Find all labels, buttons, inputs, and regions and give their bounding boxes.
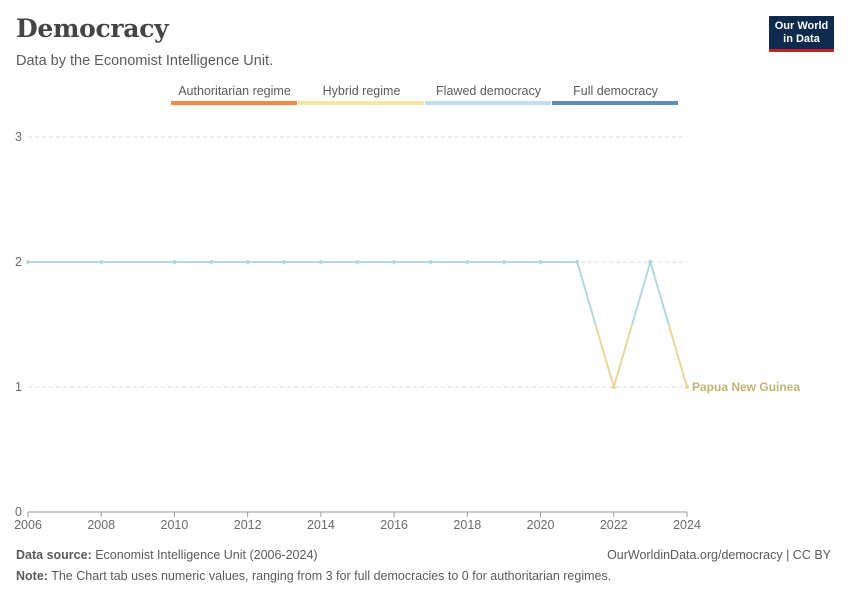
data-source-label: Data source:	[16, 548, 92, 562]
y-tick-label-2: 2	[15, 255, 22, 269]
data-source-text[interactable]: Economist Intelligence Unit (2006-2024)	[95, 548, 318, 562]
data-point-2019[interactable]	[501, 260, 506, 264]
legend-bar-2[interactable]	[425, 101, 551, 105]
chart-subtitle: Data by the Economist Intelligence Unit.	[16, 53, 274, 69]
axes: 0 1 2 3 2006 2008 2010 2012 2014 2016 2018 2020 2022…	[14, 130, 701, 532]
x-tick-label-3: 2012	[234, 518, 262, 532]
chart-title: Democracy	[16, 14, 169, 43]
owid-logo[interactable]: Our World in Data	[769, 16, 834, 52]
series-end-label: Papua New Guinea	[692, 380, 800, 394]
legend-bar-0[interactable]	[171, 101, 297, 105]
legend-label-1[interactable]: Hybrid regime	[323, 84, 401, 98]
legend-label-3[interactable]: Full democracy	[573, 84, 658, 98]
legend-label-2[interactable]: Flawed democracy	[436, 84, 542, 98]
y-tick-label-3: 3	[15, 130, 22, 144]
series-points[interactable]	[26, 260, 689, 389]
x-tick-label-6: 2018	[453, 518, 481, 532]
series-line-segment-14a[interactable]	[612, 324, 634, 388]
series-line-segment-14b[interactable]	[631, 261, 652, 325]
y-tick-label-1: 1	[15, 380, 22, 394]
legend-label-0[interactable]: Authoritarian regime	[178, 84, 291, 98]
data-point-2020[interactable]	[538, 260, 543, 264]
legend-bar-3[interactable]	[552, 101, 678, 105]
x-tick-label-7: 2020	[527, 518, 555, 532]
data-point-2010[interactable]	[172, 260, 177, 264]
x-tick-label-5: 2016	[380, 518, 408, 532]
x-tick-label-8: 2022	[600, 518, 628, 532]
data-point-2023[interactable]	[648, 260, 653, 264]
data-point-2015[interactable]	[355, 260, 360, 264]
series-line-segment-13b[interactable]	[594, 324, 615, 388]
logo-line-2: in Data	[783, 33, 820, 45]
series-labels: Papua New Guinea	[692, 380, 800, 394]
data-point-2011[interactable]	[209, 260, 214, 264]
x-tick-label-2: 2010	[161, 518, 189, 532]
data-point-2014[interactable]	[318, 260, 323, 264]
series-line-segment-15b[interactable]	[667, 324, 688, 388]
x-tick-label-0: 2006	[14, 518, 42, 532]
data-point-2024[interactable]	[685, 385, 689, 389]
chart-note: Note: The Chart tab uses numeric values,…	[16, 569, 611, 583]
data-point-2008[interactable]	[99, 260, 104, 264]
x-tick-label-1: 2008	[87, 518, 115, 532]
legend[interactable]: Authoritarian regime Hybrid regime Flawed …	[171, 84, 678, 105]
series-line-segment-13a[interactable]	[576, 261, 597, 325]
x-tick-label-9: 2024	[673, 518, 701, 532]
data-point-2006[interactable]	[26, 260, 30, 264]
data-source: Data source: Economist Intelligence Unit…	[16, 548, 318, 562]
series-lines[interactable]	[28, 261, 688, 388]
data-point-2017[interactable]	[428, 260, 433, 264]
x-tick-label-4: 2014	[307, 518, 335, 532]
series-line-segment-15a[interactable]	[649, 261, 670, 325]
legend-bar-1[interactable]	[298, 101, 424, 105]
logo-line-1: Our World	[774, 20, 829, 32]
data-point-2016[interactable]	[392, 260, 397, 264]
y-tick-label-0: 0	[15, 505, 22, 519]
data-point-2022[interactable]	[611, 385, 616, 389]
owid-url[interactable]: OurWorldinData.org/democracy | CC BY	[607, 548, 831, 562]
note-label: Note:	[16, 569, 48, 583]
note-text: The Chart tab uses numeric values, rangi…	[51, 569, 612, 583]
data-point-2018[interactable]	[465, 260, 470, 264]
data-point-2013[interactable]	[282, 260, 287, 264]
data-point-2012[interactable]	[245, 260, 250, 264]
data-point-2021[interactable]	[575, 260, 580, 264]
